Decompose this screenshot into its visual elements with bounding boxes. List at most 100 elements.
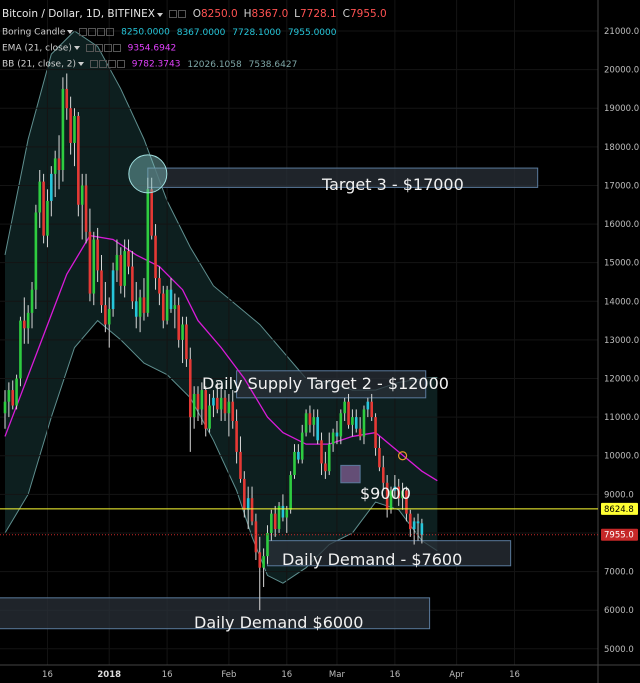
indicator-row-boring[interactable]: Boring Candle 8250.0000 8367.0000 7728.1… <box>2 26 336 39</box>
candle-body <box>297 451 300 460</box>
ohlc-c-label: C <box>342 8 350 20</box>
eye-icon[interactable] <box>168 10 177 18</box>
candle-body <box>393 486 397 491</box>
candle-body <box>115 254 119 271</box>
y-tick-label: 6000.0 <box>604 606 634 616</box>
x-tick-label: 16 <box>281 670 292 680</box>
demand7600-label: Daily Demand - $7600 <box>282 550 462 569</box>
candle-body <box>92 239 96 294</box>
ohlc-o-label: O <box>192 8 201 20</box>
bb-lower-line <box>4 319 438 584</box>
chevron-down-icon[interactable] <box>67 30 74 34</box>
candle-body <box>262 556 265 568</box>
more-icon[interactable] <box>112 43 121 52</box>
eye-icon[interactable] <box>85 43 94 52</box>
markers <box>128 154 408 461</box>
candle-body <box>420 523 424 535</box>
candle-body <box>289 475 292 510</box>
candle-body <box>370 401 373 418</box>
candle-body <box>19 320 22 379</box>
candle-body <box>161 293 165 321</box>
y-tick-label: 21000.0 <box>604 27 639 37</box>
candle-body <box>308 413 312 425</box>
candle-body <box>243 478 246 510</box>
more-icon[interactable] <box>106 27 115 36</box>
indicator-row-bb[interactable]: BB (21, close, 2) 9782.3743 12026.1058 7… <box>2 58 297 71</box>
candle-body <box>273 513 277 530</box>
y-tick-label: 13000.0 <box>604 336 639 346</box>
chevron-down-icon[interactable] <box>78 62 85 66</box>
indicator-value: 8367.0000 <box>176 27 226 38</box>
candle-body <box>3 401 7 414</box>
settings-icon[interactable] <box>94 43 103 52</box>
indicator-value: 9354.6942 <box>127 43 177 54</box>
x-tick-label: 2018 <box>97 670 121 680</box>
indicator-label-bb[interactable]: BB (21, close, 2) <box>2 59 77 70</box>
symbol-header[interactable]: Bitcoin / Dollar, 1D, BITFINEX O8250.0 H… <box>2 8 387 21</box>
indicator-label-boring[interactable]: Boring Candle <box>2 27 66 38</box>
y-tick-label: 10000.0 <box>604 452 639 462</box>
candle-body <box>258 552 262 568</box>
indicator-row-ema[interactable]: EMA (21, close) 9354.6942 <box>2 42 176 55</box>
close-icon[interactable] <box>97 27 106 36</box>
small-orange-marker <box>397 451 408 461</box>
candle-body <box>80 185 84 205</box>
candle-body <box>219 397 223 410</box>
ohlc-l-value: 7728.1 <box>300 8 337 20</box>
eye-icon[interactable] <box>79 27 88 36</box>
settings-icon[interactable] <box>98 59 107 68</box>
candle-body <box>343 401 346 414</box>
header-buttons <box>168 9 187 21</box>
candle-body <box>285 509 289 518</box>
y-tick-label: 16000.0 <box>604 220 639 230</box>
candle-body <box>366 401 370 410</box>
candle-body <box>250 498 254 522</box>
y-axis[interactable]: 5000.06000.07000.08000.09000.010000.0110… <box>604 27 639 655</box>
candle-body <box>69 108 72 143</box>
candle-body <box>192 393 196 418</box>
candle-body <box>204 390 208 429</box>
indicator-buttons <box>89 58 126 70</box>
x-tick-label: Apr <box>449 670 464 680</box>
circle-marker <box>128 154 168 194</box>
candle-body <box>11 390 15 406</box>
hline-price-tag-text: 8624.8 <box>604 505 634 515</box>
candle-body <box>405 490 408 514</box>
candle-body <box>412 521 416 530</box>
candle-body <box>7 390 11 402</box>
candle-body <box>216 397 219 410</box>
candle-body <box>185 324 188 360</box>
candle-body <box>177 305 180 340</box>
close-icon[interactable] <box>103 43 112 52</box>
ohlc-l-label: L <box>294 8 300 20</box>
candle-body <box>23 320 26 329</box>
x-tick-label: Mar <box>329 670 346 680</box>
chevron-down-icon[interactable] <box>73 46 80 50</box>
candle-body <box>246 498 250 510</box>
candle-body <box>15 378 18 406</box>
symbol-title[interactable]: Bitcoin / Dollar, 1D, BITFINEX <box>2 8 155 20</box>
current-price-tag-text: 7955.0 <box>604 531 634 541</box>
candle-body <box>84 185 88 232</box>
candle-body <box>316 417 319 441</box>
eye-icon[interactable] <box>89 59 98 68</box>
indicator-label-ema[interactable]: EMA (21, close) <box>2 43 72 54</box>
zone-target2 <box>236 370 427 399</box>
candle-body <box>42 181 45 236</box>
indicator-buttons <box>85 42 122 54</box>
x-axis[interactable]: Dec16201816Feb16Mar16Apr16 <box>0 670 520 680</box>
x-tick-label: Feb <box>221 670 236 680</box>
close-icon[interactable] <box>107 59 116 68</box>
chevron-down-icon[interactable] <box>156 12 163 17</box>
settings-icon[interactable] <box>88 27 97 36</box>
settings-icon[interactable] <box>177 10 186 18</box>
candle-body <box>88 231 92 294</box>
candle-body <box>327 444 331 472</box>
candle-body <box>50 173 53 201</box>
candle-body <box>123 251 126 286</box>
candle-body <box>107 309 111 325</box>
more-icon[interactable] <box>116 59 125 68</box>
candle-body <box>397 486 401 499</box>
candle-body <box>165 289 169 321</box>
